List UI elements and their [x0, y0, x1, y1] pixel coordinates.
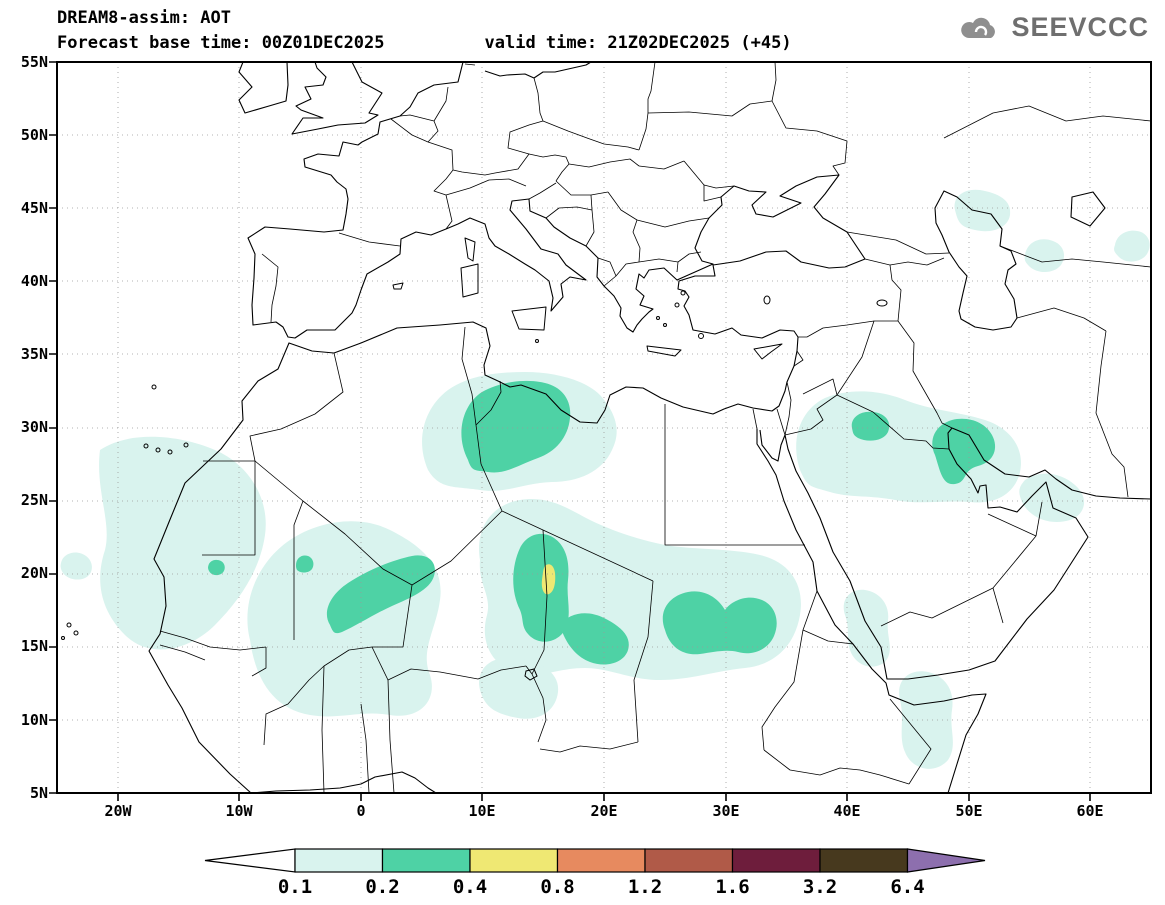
- colorbar-tick-label: 6.4: [890, 876, 924, 898]
- colorbar: [204, 848, 986, 873]
- y-tick-label: 10N: [21, 711, 48, 729]
- aot-shade-level-0p2: [208, 380, 996, 665]
- valid-time-label: valid time: 21Z02DEC2025 (+45): [484, 33, 792, 53]
- colorbar-segment: [556, 848, 646, 873]
- x-tick-label: 0: [356, 802, 365, 820]
- x-tick-label: 60E: [1076, 802, 1103, 820]
- colorbar-arrow-left: [204, 848, 296, 873]
- plot-title: DREAM8-assim: AOT: [57, 8, 231, 28]
- axis-ticks: [49, 61, 1091, 801]
- plot-subtitle: Forecast base time: 00Z01DEC2025 valid ti…: [57, 31, 792, 56]
- colorbar-segment: [731, 848, 821, 873]
- colorbar-segment: [294, 848, 384, 873]
- y-tick-label: 15N: [21, 637, 48, 655]
- colorbar-segment: [381, 848, 471, 873]
- x-tick-label: 20W: [104, 802, 132, 820]
- colorbar-tick-label: 1.6: [715, 876, 749, 898]
- country-borders: [159, 62, 1151, 793]
- y-tick-label: 30N: [21, 418, 48, 436]
- x-tick-label: 40E: [833, 802, 860, 820]
- y-tick-label: 40N: [21, 272, 48, 290]
- colorbar-tick-label: 0.1: [278, 876, 312, 898]
- colorbar-tick-label: 0.8: [540, 876, 574, 898]
- y-tick-label: 55N: [21, 53, 48, 71]
- colorbar-tick-label: 1.2: [628, 876, 662, 898]
- base-time-label: Forecast base time: 00Z01DEC2025: [57, 33, 385, 53]
- seevccc-logo: SEEVCCC: [956, 12, 1149, 43]
- colorbar-segment: [644, 848, 734, 873]
- graticule: [57, 62, 1151, 793]
- colorbar-segment: [469, 848, 559, 873]
- y-tick-label: 35N: [21, 345, 48, 363]
- x-tick-label: 30E: [712, 802, 739, 820]
- colorbar-segment: [819, 848, 909, 873]
- y-tick-label: 5N: [30, 784, 48, 802]
- x-tick-label: 50E: [955, 802, 982, 820]
- logo-text: SEEVCCC: [1011, 12, 1149, 42]
- colorbar-arrow-right: [906, 848, 986, 873]
- y-tick-label: 25N: [21, 491, 48, 509]
- y-tick-label: 50N: [21, 126, 48, 144]
- colorbar-tick-label: 3.2: [803, 876, 837, 898]
- islands: [61, 237, 783, 640]
- y-axis-labels: 55N 50N 45N 40N 35N 30N 25N 20N 15N 10N …: [21, 53, 48, 802]
- aot-shade-level-0p1: [60, 189, 1150, 769]
- y-tick-label: 20N: [21, 564, 48, 582]
- y-tick-label: 45N: [21, 199, 48, 217]
- colorbar-labels: 0.1 0.2 0.4 0.8 1.2 1.6 3.2 6.4: [278, 876, 925, 898]
- x-tick-label: 10W: [225, 802, 253, 820]
- colorbar-tick-label: 0.4: [453, 876, 487, 898]
- colorbar-tick-label: 0.2: [365, 876, 399, 898]
- x-tick-label: 20E: [590, 802, 617, 820]
- x-axis-labels: 20W 10W 0 10E 20E 30E 40E 50E 60E: [104, 802, 1103, 820]
- x-tick-label: 10E: [468, 802, 495, 820]
- cloud-icon: [961, 17, 996, 38]
- plot-header: DREAM8-assim: AOT Forecast base time: 00…: [57, 6, 792, 56]
